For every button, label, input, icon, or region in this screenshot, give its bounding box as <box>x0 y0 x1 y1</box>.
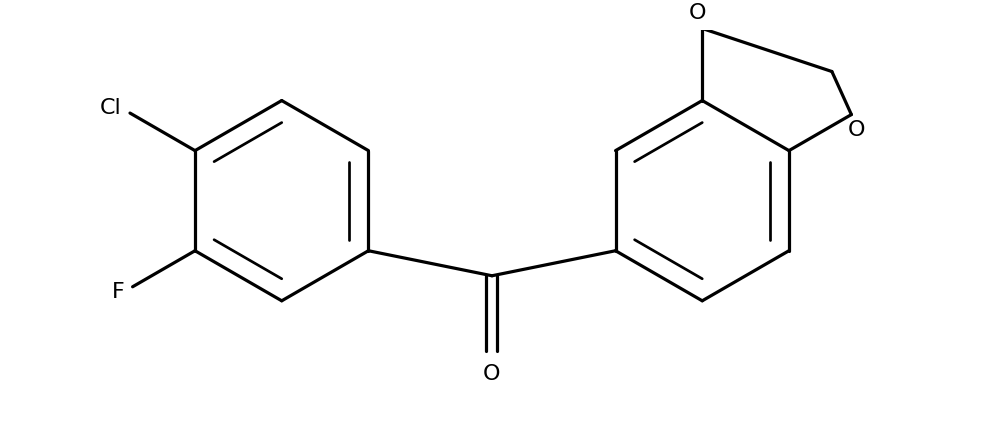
Text: O: O <box>482 364 500 384</box>
Text: O: O <box>847 120 865 140</box>
Text: F: F <box>111 282 124 302</box>
Text: Cl: Cl <box>100 98 121 118</box>
Text: O: O <box>688 3 705 23</box>
